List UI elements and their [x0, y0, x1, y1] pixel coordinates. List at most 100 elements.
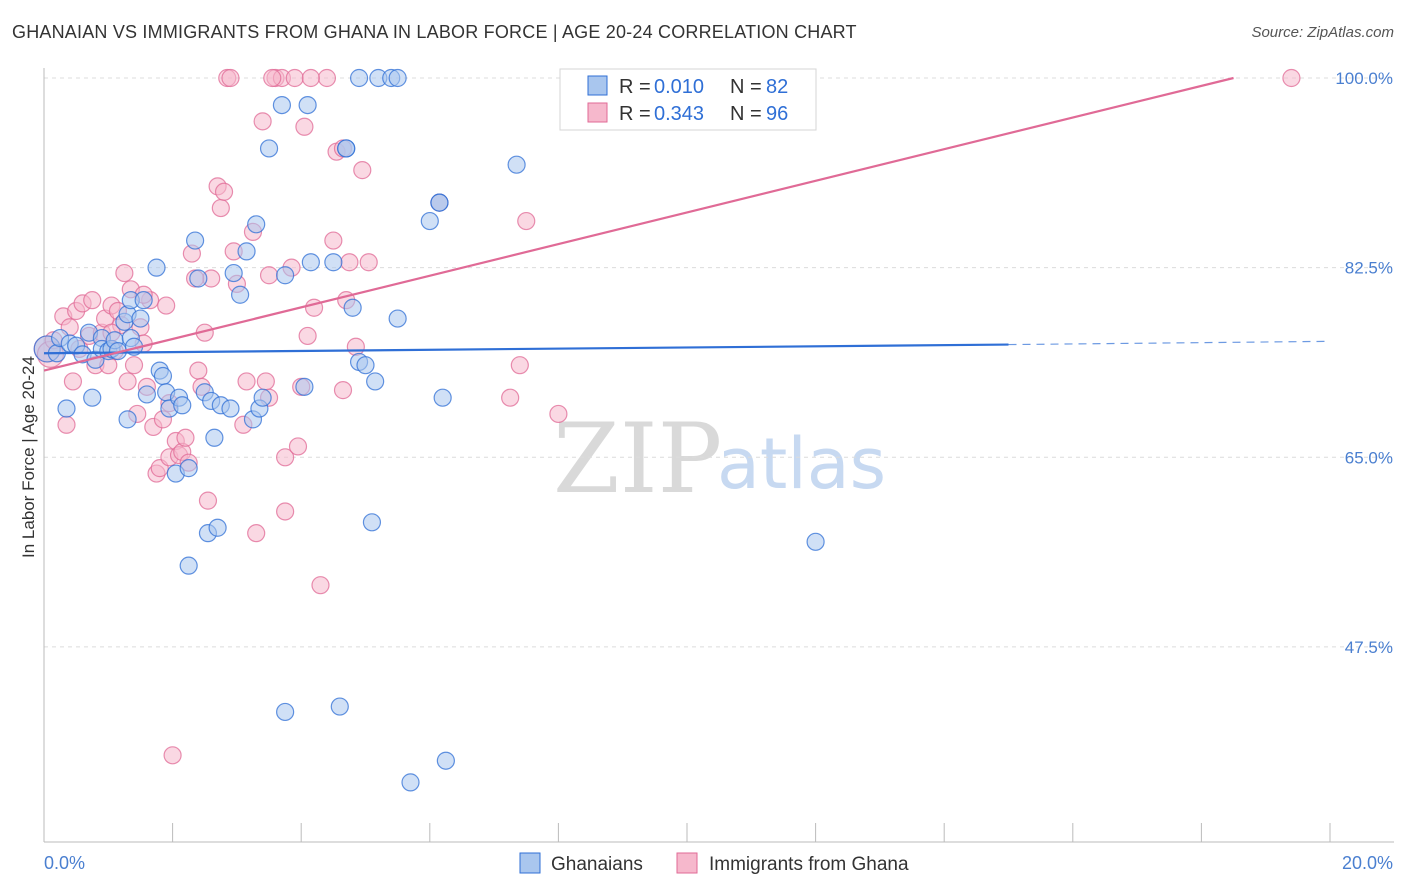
immigrants-point-54	[237, 372, 256, 391]
gridlines	[44, 77, 1394, 648]
trend-line-ghanaians-extension	[1008, 340, 1331, 346]
ghanaians-point-43	[221, 399, 240, 418]
immigrants-point-76	[333, 381, 353, 400]
y-tick-label-0: 47.5%	[1345, 638, 1393, 657]
immigrants-point-70	[298, 326, 317, 346]
immigrants-point-91	[263, 68, 282, 88]
immigrants-point-72	[311, 576, 330, 595]
immigrants-point-83	[501, 388, 520, 407]
ghanaians-point-58	[324, 253, 343, 272]
ghanaians-point-25	[147, 258, 166, 277]
ghanaians-point-50	[253, 388, 272, 407]
ghanaians-point-67	[401, 773, 420, 792]
legend-n-label-1: N =	[730, 76, 762, 98]
immigrants-point-80	[353, 161, 372, 180]
ghanaians-point-57	[301, 253, 320, 272]
ghanaians-point-36	[189, 269, 208, 288]
immigrants-point-58	[256, 372, 275, 391]
legend-r-label-1: R =	[619, 76, 651, 98]
ghanaians-point-52	[272, 95, 292, 115]
ghanaians-point-51	[259, 139, 279, 158]
legend-swatch-blue	[587, 75, 608, 96]
ghanaians-point-46	[237, 242, 256, 261]
immigrants-point-86	[549, 404, 568, 424]
immigrants-point-84	[510, 356, 529, 375]
immigrants-point-59	[259, 266, 279, 285]
immigrants-point-79	[346, 337, 365, 356]
trend-lines	[43, 76, 1331, 372]
bottom-legend-label-immigrants: Immigrants from Ghana	[709, 854, 909, 875]
ghanaians-point-71	[436, 751, 455, 770]
ghanaians-point-63	[356, 356, 375, 375]
ghanaians-point-65	[366, 372, 385, 391]
ghanaians-point-73	[806, 532, 825, 551]
ghanaians-point-48	[247, 215, 266, 234]
ghanaians-point-3	[57, 399, 76, 418]
immigrants-point-69	[295, 117, 314, 136]
ghanaians-point-76	[349, 68, 369, 88]
immigrants-point-20	[115, 263, 134, 283]
legend-r-value-2: 0.343	[654, 103, 704, 125]
y-axis-label: In Labor Force | Age 20-24	[19, 356, 38, 558]
immigrants-point-23	[124, 356, 144, 375]
ghanaians-point-45	[231, 285, 250, 304]
immigrants-point-88	[301, 68, 320, 88]
series-ghanaians	[33, 68, 825, 792]
series-legend: Ghanaians Immigrants from Ghana	[519, 852, 909, 875]
legend-n-value-2: 96	[766, 103, 788, 125]
ghanaians-point-44	[224, 263, 243, 283]
ghanaians-point-59	[330, 697, 349, 716]
ghanaians-point-22	[131, 309, 150, 328]
immigrants-point-74	[324, 231, 343, 250]
immigrants-point-78	[340, 253, 359, 272]
ghanaians-point-34	[179, 459, 198, 478]
immigrants-point-63	[276, 448, 295, 467]
ghanaians-point-35	[186, 231, 205, 250]
legend-r-value-1: 0.010	[654, 76, 704, 98]
ghanaians-point-75	[430, 193, 449, 212]
immigrants-point-48	[211, 198, 230, 218]
x-tick-label-0: 0.0%	[44, 853, 85, 873]
immigrants-point-4	[57, 415, 76, 434]
chart-title: GHANAIAN VS IMMIGRANTS FROM GHANA IN LAB…	[12, 22, 857, 42]
legend-n-value-1: 82	[766, 76, 788, 98]
ghanaians-point-64	[362, 513, 382, 532]
immigrants-point-67	[288, 437, 308, 456]
immigrants-point-73	[317, 68, 337, 88]
immigrants-point-57	[253, 112, 272, 131]
ghanaians-point-33	[179, 556, 198, 575]
ghanaians-point-70	[433, 388, 452, 407]
bottom-legend-label-ghanaians: Ghanaians	[551, 854, 643, 875]
ghanaians-point-27	[153, 366, 173, 386]
immigrants-point-42	[189, 361, 208, 380]
ghanaians-point-41	[208, 518, 227, 537]
ghanaians-point-74	[337, 139, 356, 158]
ghanaians-point-72	[507, 155, 526, 174]
watermark-atlas: atlas	[717, 423, 886, 505]
y-tick-labels: 47.5% 65.0% 82.5% 100.0%	[1335, 69, 1393, 657]
legend-n-label-2: N =	[730, 103, 762, 125]
immigrants-point-64	[276, 502, 295, 521]
immigrants-point-45	[198, 491, 218, 510]
stats-legend: R = 0.010 N = 82 R = 0.343 N = 96	[559, 68, 817, 131]
axes	[43, 68, 1394, 843]
immigrants-point-33	[157, 296, 176, 315]
ghanaians-point-23	[134, 291, 153, 310]
immigrants-point-11	[83, 291, 102, 310]
x-tick-label-1: 20.0%	[1342, 853, 1393, 873]
ghanaians-point-68	[420, 211, 439, 231]
legend-r-label-2: R =	[619, 103, 651, 125]
immigrants-point-6	[63, 372, 83, 391]
source-label: Source: ZipAtlas.com	[1251, 24, 1394, 41]
ghanaians-point-79	[388, 68, 407, 88]
ghanaians-point-24	[137, 385, 156, 404]
immigrants-point-21	[118, 372, 137, 391]
ghanaians-point-18	[118, 410, 137, 429]
y-tick-label-3: 100.0%	[1335, 69, 1393, 88]
bottom-legend-swatch-immigrants	[676, 852, 698, 874]
immigrants-point-90	[221, 68, 240, 88]
legend-swatch-pink	[587, 102, 608, 123]
ghanaians-point-40	[205, 428, 224, 447]
ghanaians-point-66	[388, 309, 407, 328]
immigrants-point-85	[517, 211, 536, 231]
